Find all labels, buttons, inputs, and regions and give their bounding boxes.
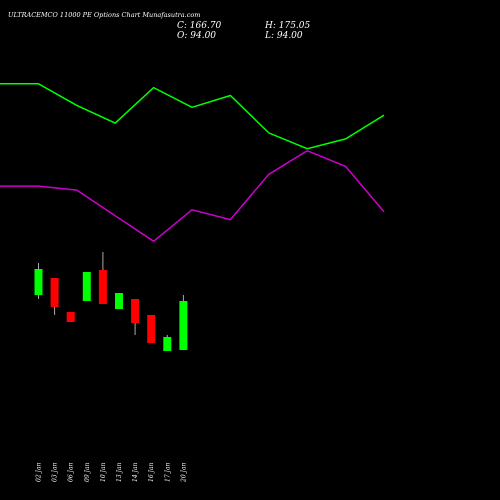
x-tick-label: 10 Jan: [100, 462, 107, 482]
candlestick-series: [34, 252, 188, 351]
line-series-1: [0, 82, 385, 150]
indicator-lines: [0, 82, 385, 243]
low-value: L: 94.00: [264, 31, 303, 41]
x-tick-label: 03 Jan: [52, 462, 59, 482]
candle: [163, 335, 172, 351]
candle: [115, 293, 123, 309]
chart-title: ULTRACEMCO 11000 PE Options Chart Munafa…: [8, 11, 200, 19]
candle: [34, 263, 43, 299]
x-tick-label: 13 Jan: [116, 462, 123, 482]
candle-body: [34, 269, 43, 295]
candle-body: [115, 293, 123, 309]
candle: [131, 299, 140, 335]
x-tick-label: 02 Jan: [36, 462, 43, 482]
line-series-2: [0, 149, 385, 243]
candle-body: [163, 337, 172, 351]
x-tick-label: 09 Jan: [84, 462, 91, 482]
x-axis-tick-labels: 02 Jan 03 Jan 06 Jan 09 Jan 10 Jan 13 Jan 14 J…: [36, 462, 188, 483]
candle: [179, 295, 188, 350]
x-tick-label: 16 Jan: [148, 462, 155, 482]
close-value: C: 166.70: [177, 21, 222, 31]
candle: [98, 252, 107, 304]
candle-body: [131, 299, 140, 323]
open-value: O: 94.00: [177, 31, 216, 41]
candle: [50, 278, 59, 315]
candle: [147, 315, 156, 343]
candle-body: [82, 272, 91, 301]
candle: [82, 272, 91, 301]
x-tick-label: 20 Jan: [180, 462, 187, 483]
candle-body: [147, 315, 156, 343]
candle-body: [50, 278, 59, 307]
x-tick-label: 14 Jan: [132, 462, 139, 482]
high-value: H: 175.05: [264, 21, 311, 31]
x-tick-label: 17 Jan: [164, 462, 171, 482]
candle-body: [179, 301, 188, 350]
candle: [66, 312, 75, 322]
candle-body: [98, 270, 107, 304]
x-tick-label: 06 Jan: [68, 462, 75, 482]
candle-body: [66, 312, 75, 322]
